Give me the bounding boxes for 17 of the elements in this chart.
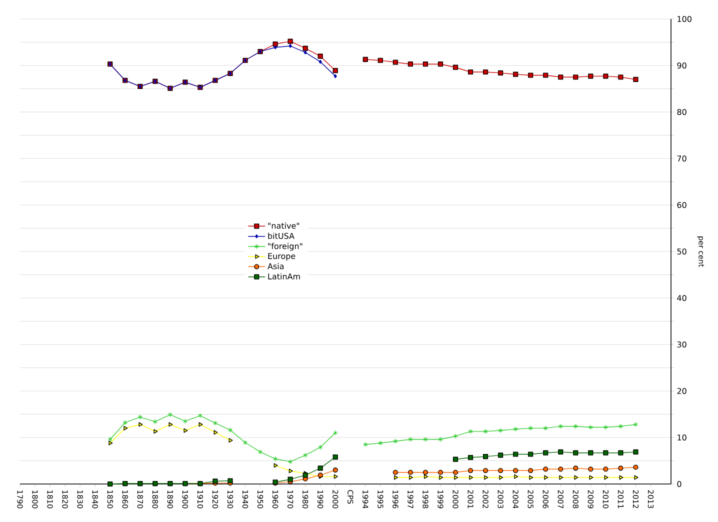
- y-tick-label: 0: [677, 480, 682, 488]
- y-tick-label: 90: [677, 62, 686, 69]
- y-tick-label: 40: [677, 294, 686, 302]
- y-tick-label: 80: [677, 108, 686, 116]
- y-tick-label: 70: [677, 155, 686, 162]
- y-tick-label: 50: [677, 248, 686, 255]
- legend-label: "native": [268, 222, 300, 229]
- y-tick-label: 30: [677, 341, 686, 348]
- legend-label: LatinAm: [268, 273, 300, 280]
- y-tick-label: 100: [678, 16, 692, 22]
- y-tick-label: 60: [677, 202, 686, 208]
- legend-label: bitUSA: [268, 232, 294, 239]
- y-tick-label: 10: [678, 434, 686, 441]
- legend-label: Asia: [268, 263, 284, 270]
- y-tick-label: 20: [677, 388, 686, 394]
- legend-label: "foreign": [268, 242, 302, 251]
- legend-label: Europe: [268, 253, 296, 261]
